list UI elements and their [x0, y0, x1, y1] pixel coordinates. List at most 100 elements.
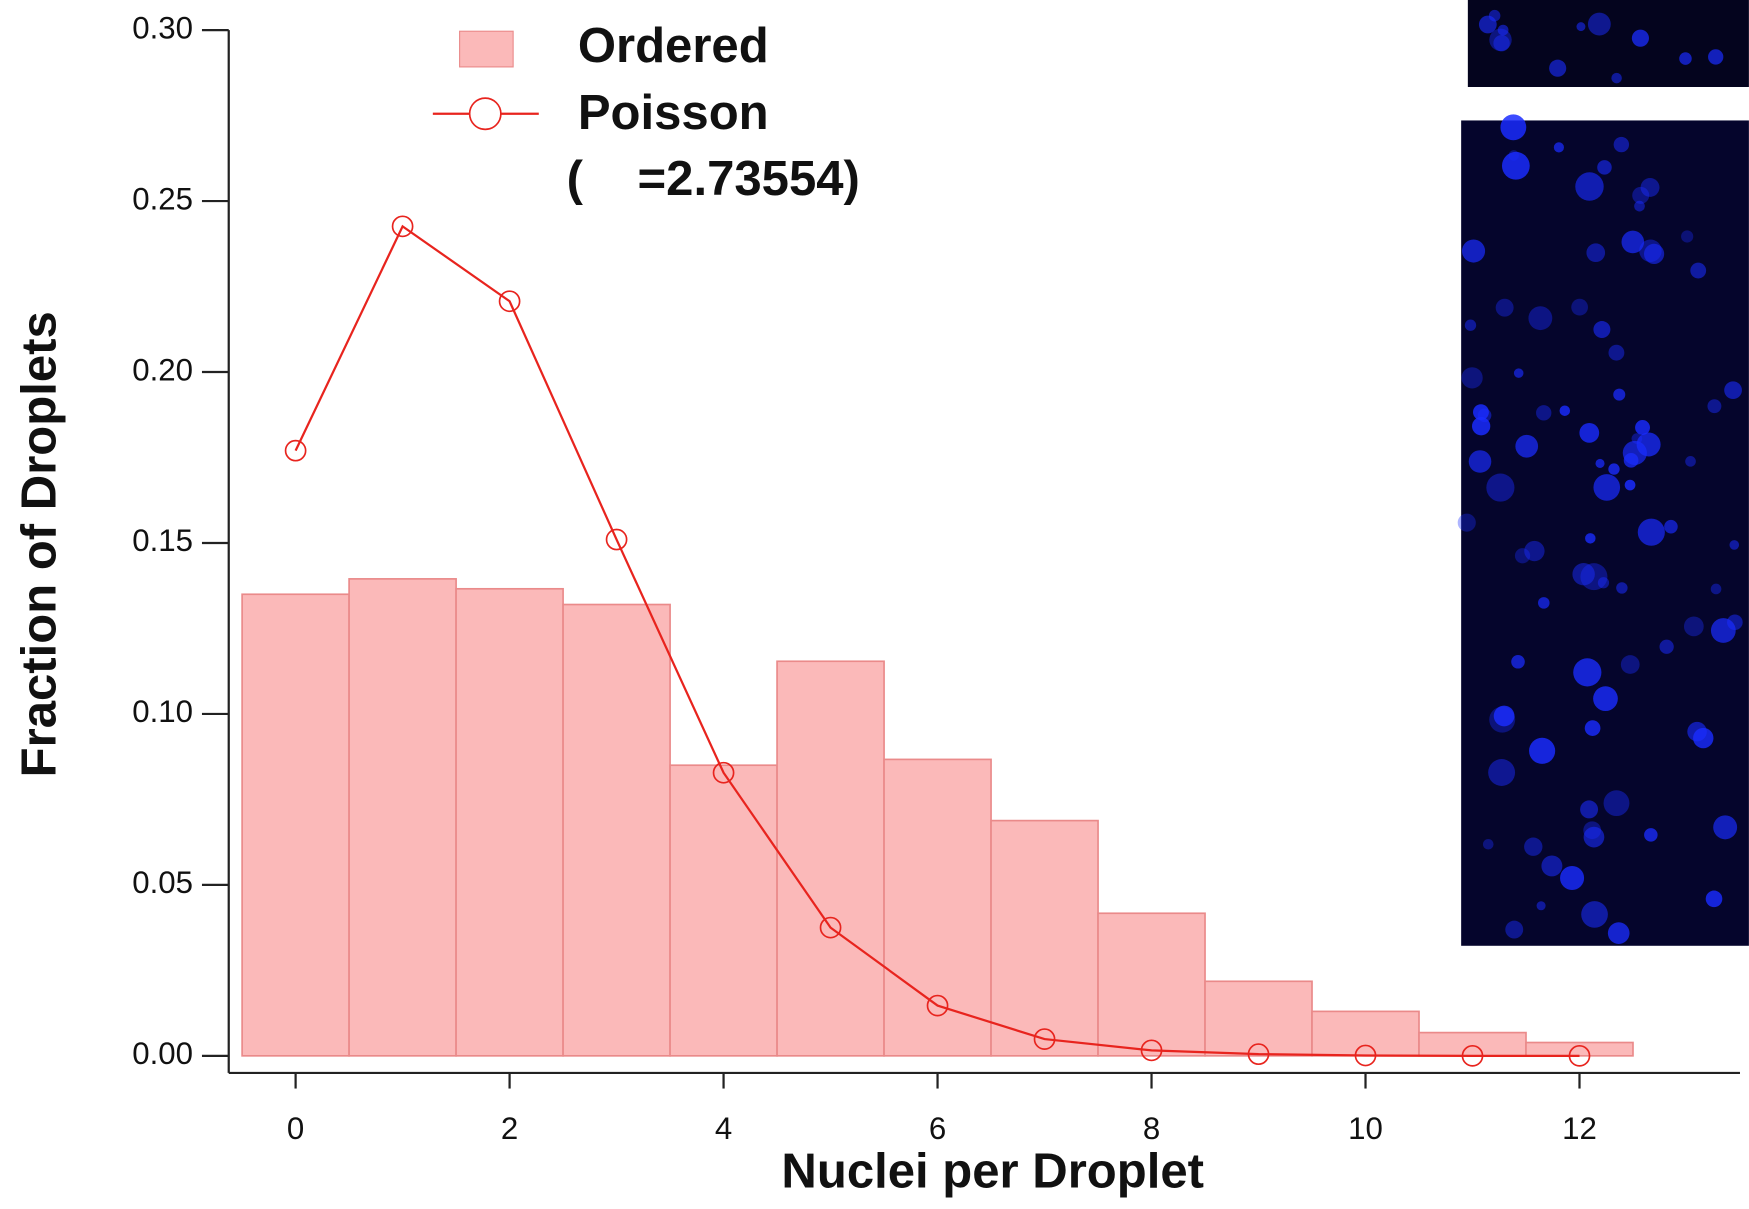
nucleus: [1505, 921, 1523, 939]
nucleus: [1679, 52, 1692, 65]
nucleus: [1585, 533, 1595, 543]
nucleus: [1488, 759, 1515, 786]
nucleus: [1581, 901, 1608, 928]
histogram-bar: [242, 594, 349, 1056]
nucleus: [1576, 22, 1585, 31]
nucleus: [1524, 838, 1542, 856]
nucleus: [1511, 655, 1525, 669]
nucleus: [1579, 423, 1599, 443]
y-tick-label: 0.20: [132, 352, 193, 387]
nucleus: [1588, 13, 1611, 36]
nucleus: [1632, 30, 1649, 47]
nucleus: [1549, 60, 1566, 77]
histogram-bar: [456, 589, 563, 1056]
nucleus: [1708, 49, 1723, 64]
nucleus: [1614, 137, 1629, 152]
nucleus: [1713, 815, 1737, 839]
nucleus: [1621, 655, 1640, 674]
nucleus: [1635, 420, 1650, 435]
nucleus: [1611, 73, 1622, 84]
nucleus: [1580, 563, 1607, 590]
nucleus: [1638, 519, 1665, 546]
nucleus: [1462, 239, 1485, 262]
histogram-bar: [777, 661, 884, 1056]
x-tick-label: 8: [1143, 1111, 1160, 1146]
y-tick-label: 0.10: [132, 694, 193, 729]
nucleus: [1496, 299, 1514, 317]
nucleus: [1573, 658, 1601, 686]
nucleus: [1593, 686, 1618, 711]
y-tick-label: 0.25: [132, 181, 193, 216]
nucleus: [1458, 514, 1476, 532]
nucleus: [1604, 790, 1630, 816]
histogram-bar: [884, 759, 991, 1055]
nucleus: [1538, 597, 1550, 609]
nucleus: [1724, 381, 1742, 399]
nucleus: [1727, 614, 1743, 630]
inset-main: [1461, 120, 1749, 945]
x-tick-label: 0: [287, 1111, 304, 1146]
x-axis-title: Nuclei per Droplet: [781, 1144, 1204, 1198]
legend-swatch: [460, 31, 514, 67]
x-tick-label: 2: [501, 1111, 518, 1146]
x-tick-label: 6: [929, 1111, 946, 1146]
nucleus: [1613, 389, 1625, 401]
nucleus: [1711, 584, 1722, 595]
y-axis-title: Fraction of Droplets: [12, 311, 66, 777]
nucleus: [1608, 345, 1624, 361]
nucleus: [1644, 828, 1658, 842]
x-tick-label: 12: [1562, 1111, 1597, 1146]
legend-label: Ordered: [578, 19, 769, 73]
nucleus: [1585, 720, 1601, 736]
nucleus: [1622, 231, 1645, 254]
nucleus: [1461, 367, 1482, 388]
nucleus: [1541, 855, 1562, 876]
histogram-bar: [991, 821, 1098, 1056]
nucleus: [1632, 433, 1643, 444]
nucleus: [1560, 405, 1571, 416]
nucleus: [1524, 541, 1544, 561]
nucleus: [1684, 617, 1704, 637]
nucleus: [1486, 474, 1514, 502]
nucleus: [1595, 459, 1604, 468]
histogram-bar: [1312, 1011, 1419, 1055]
x-tick-label: 10: [1348, 1111, 1383, 1146]
nucleus: [1508, 150, 1519, 161]
nucleus: [1690, 263, 1706, 279]
nucleus: [1729, 540, 1739, 550]
annotation: ( =2.73554): [567, 152, 860, 206]
y-tick-label: 0.15: [132, 523, 193, 558]
nucleus: [1608, 463, 1619, 474]
nucleus: [1575, 172, 1603, 200]
histogram-bar: [1419, 1033, 1526, 1056]
nucleus: [1593, 321, 1610, 338]
nucleus: [1616, 582, 1627, 593]
nucleus: [1469, 450, 1492, 473]
nucleus: [1593, 474, 1620, 501]
nucleus: [1515, 435, 1538, 458]
nucleus: [1494, 706, 1515, 727]
nucleus: [1473, 404, 1489, 420]
nucleus: [1681, 230, 1693, 242]
legend-label: Poisson: [578, 86, 769, 140]
nucleus: [1537, 901, 1546, 910]
nucleus: [1597, 160, 1612, 175]
histogram-bar: [1098, 913, 1205, 1056]
nucleus: [1634, 201, 1645, 212]
nucleus: [1483, 839, 1494, 850]
nucleus: [1554, 142, 1564, 152]
nucleus: [1706, 891, 1723, 908]
x-tick-label: 4: [715, 1111, 732, 1146]
nucleus: [1528, 306, 1552, 330]
nucleus: [1586, 243, 1605, 262]
nucleus: [1571, 299, 1588, 316]
histogram-bar: [670, 765, 777, 1056]
y-tick-label: 0.05: [132, 865, 193, 900]
nucleus: [1529, 738, 1555, 764]
y-tick-label: 0.30: [132, 10, 193, 45]
nucleus: [1625, 480, 1636, 491]
nucleus: [1659, 640, 1673, 654]
nucleus: [1489, 29, 1511, 51]
nucleus: [1489, 10, 1501, 22]
nucleus: [1707, 399, 1721, 413]
